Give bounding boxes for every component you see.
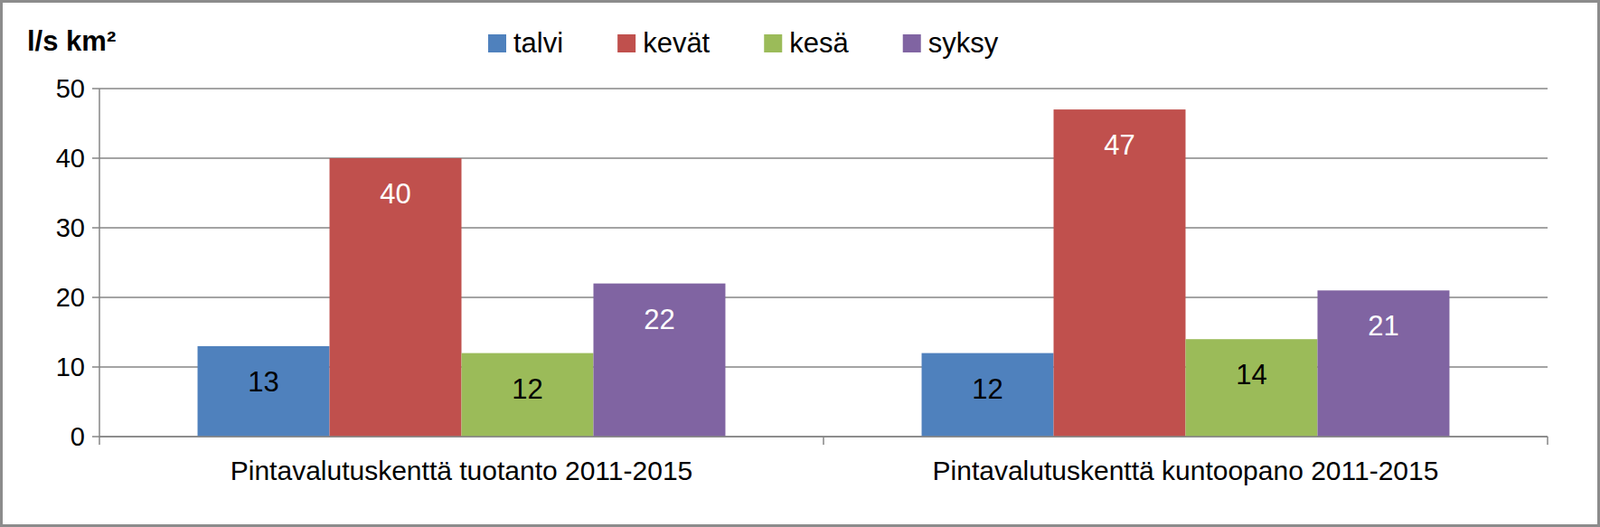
legend: talvi kevät kesä syksy: [488, 27, 999, 59]
y-tick-label: 40: [56, 143, 85, 173]
legend-label: syksy: [928, 27, 999, 59]
legend-swatch: [903, 34, 922, 53]
legend-label: kevät: [642, 27, 710, 59]
legend-swatch: [763, 34, 782, 53]
y-tick-label: 0: [70, 422, 85, 452]
legend-label: talvi: [513, 27, 564, 59]
x-tick-label: Pintavalutuskenttä tuotanto 2011-2015: [230, 455, 694, 486]
bar: [1317, 290, 1450, 437]
legend-swatch: [617, 34, 636, 53]
x-tick: [822, 436, 825, 445]
y-tick: [92, 226, 100, 229]
grid-line: [99, 157, 1548, 160]
data-label: 13: [247, 366, 279, 398]
data-label: 40: [379, 178, 411, 210]
frame: [1, 1, 1600, 527]
y-tick: [92, 366, 100, 368]
y-tick: [92, 157, 100, 160]
grid-line: [99, 226, 1548, 229]
data-label: 22: [643, 303, 675, 336]
data-label: 12: [971, 373, 1003, 405]
x-tick-label: Pintavalutuskenttä kuntoopano 2011-2015: [932, 455, 1440, 486]
bars: [197, 109, 1450, 437]
data-label: 14: [1235, 358, 1267, 391]
bar: [197, 346, 330, 437]
x-tick: [1546, 436, 1549, 445]
y-axis-label: l/s km²: [27, 25, 116, 57]
y-tick-label: 20: [56, 282, 85, 312]
y-tick: [92, 296, 100, 299]
bar: [1054, 109, 1186, 437]
grid-line: [99, 87, 1548, 90]
bar: [1185, 338, 1318, 437]
bar: [592, 283, 725, 437]
bar: [922, 353, 1055, 437]
chart-container: 0 10 20 30 40 50 Pintavalutuskenttä tuotanto 2…: [0, 0, 1600, 527]
x-tick: [98, 436, 101, 445]
y-axis: [98, 88, 101, 437]
y-tick: [92, 87, 100, 90]
data-label: 47: [1103, 129, 1135, 161]
y-tick: [92, 435, 100, 438]
y-tick-label: 10: [56, 352, 85, 382]
bar: [329, 158, 462, 437]
legend-swatch: [488, 34, 507, 53]
y-tick-label: 30: [56, 213, 85, 243]
y-tick-label: 50: [56, 74, 85, 104]
chart-svg: 0 10 20 30 40 50 Pintavalutuskenttä tuotanto 2…: [0, 0, 1600, 527]
data-label: 12: [511, 373, 543, 405]
bar: [461, 353, 594, 437]
data-label: 21: [1367, 310, 1399, 342]
legend-label: kesä: [789, 27, 849, 59]
